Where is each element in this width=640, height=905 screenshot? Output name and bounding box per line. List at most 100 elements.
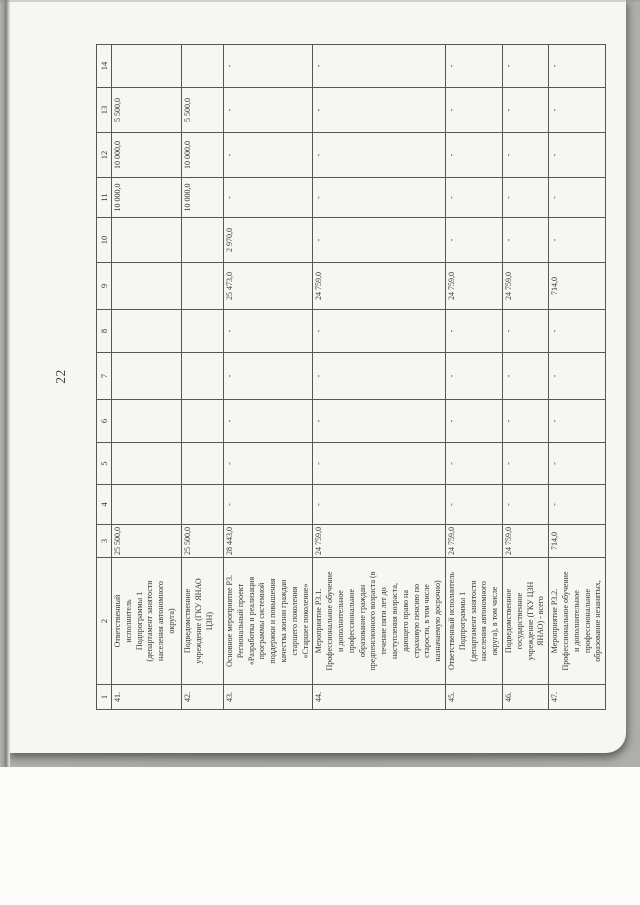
column-number-cell: 5: [96, 442, 112, 485]
value-cell: -: [312, 484, 446, 525]
value-cell: -: [548, 442, 606, 485]
value-cell: -: [312, 309, 446, 353]
value-cell: -: [223, 442, 313, 485]
value-cell: -: [502, 44, 549, 88]
value-cell: 2 970,0: [223, 217, 313, 263]
value-cell: 25 500,0: [181, 524, 224, 558]
value-cell: -: [312, 44, 446, 88]
value-cell: [111, 442, 182, 485]
readable-content: 22 1 2 3 4 5 6 7 8 9 10 11 12 13 14 41. Ответственный и…: [9, 0, 626, 753]
value-cell: [181, 399, 224, 443]
table-body: 1 2 3 4 5 6 7 8 9 10 11 12 13 14 41. Ответственный испо…: [96, 44, 606, 710]
page-number: 22: [53, 369, 68, 384]
value-cell: 10 000,0: [181, 177, 224, 218]
value-cell: -: [445, 399, 503, 443]
value-cell: [181, 442, 224, 485]
value-cell: 10 000,0: [181, 132, 224, 178]
value-cell: 24 759,0: [445, 524, 503, 558]
value-cell: [181, 484, 224, 525]
value-cell: -: [223, 44, 313, 88]
value-cell: -: [445, 87, 503, 133]
value-cell: -: [502, 87, 549, 133]
row-number-cell: 42.: [181, 684, 224, 710]
table-row: 44. Мероприятие Р3.1. Профессиональное об…: [312, 44, 446, 710]
paper-sheet: [9, 0, 626, 753]
value-cell: -: [502, 352, 549, 400]
column-number-cell: 8: [96, 309, 112, 353]
value-cell: 24 759,0: [502, 524, 549, 558]
column-number-cell: 12: [96, 132, 112, 178]
table-row: 43. Основное мероприятие Р3. Региональный…: [223, 44, 313, 710]
value-cell: -: [223, 132, 313, 178]
value-cell: -: [445, 484, 503, 525]
column-number-cell: 7: [96, 352, 112, 400]
value-cell: -: [312, 442, 446, 485]
value-cell: -: [548, 132, 606, 178]
column-number-cell: 1: [96, 684, 112, 710]
row-description-cell: Ответственный исполнитель Подпрограммы 1…: [445, 557, 503, 685]
value-cell: [111, 352, 182, 400]
column-number-cell: 13: [96, 87, 112, 133]
row-number-cell: 41.: [111, 684, 182, 710]
value-cell: [111, 399, 182, 443]
value-cell: -: [312, 177, 446, 218]
value-cell: -: [223, 484, 313, 525]
value-cell: -: [445, 352, 503, 400]
column-number-cell: 6: [96, 399, 112, 443]
value-cell: [181, 262, 224, 310]
value-cell: -: [445, 44, 503, 88]
value-cell: [181, 309, 224, 353]
value-cell: -: [445, 442, 503, 485]
value-cell: -: [502, 132, 549, 178]
value-cell: 10 000,0: [111, 132, 182, 178]
value-cell: 25 500,0: [111, 524, 182, 558]
value-cell: -: [502, 442, 549, 485]
header-row: 1 2 3 4 5 6 7 8 9 10 11 12 13 14: [96, 44, 112, 710]
value-cell: -: [445, 309, 503, 353]
row-description-cell: Мероприятие Р3.2. Профессиональное обуче…: [548, 557, 606, 685]
row-description-cell: Основное мероприятие Р3. Региональный пр…: [223, 557, 313, 685]
value-cell: -: [548, 352, 606, 400]
value-cell: [111, 44, 182, 88]
value-cell: 28 443,0: [223, 524, 313, 558]
value-cell: -: [502, 484, 549, 525]
value-cell: 25 473,0: [223, 262, 313, 310]
value-cell: -: [502, 217, 549, 263]
value-cell: [111, 484, 182, 525]
column-number-cell: 14: [96, 44, 112, 88]
value-cell: -: [502, 309, 549, 353]
value-cell: -: [223, 399, 313, 443]
value-cell: [181, 352, 224, 400]
value-cell: -: [548, 44, 606, 88]
value-cell: 714,0: [548, 524, 606, 558]
value-cell: -: [548, 177, 606, 218]
table-row: 45. Ответственный исполнитель Подпрограмм…: [445, 44, 503, 710]
value-cell: [111, 217, 182, 263]
value-cell: [181, 217, 224, 263]
value-cell: -: [548, 217, 606, 263]
row-description-cell: Мероприятие Р3.1. Профессиональное обуче…: [312, 557, 446, 685]
value-cell: -: [445, 217, 503, 263]
value-cell: -: [312, 87, 446, 133]
value-cell: -: [223, 177, 313, 218]
value-cell: -: [445, 177, 503, 218]
page-edge-top-shadow: [0, 0, 640, 2]
value-cell: 24 759,0: [502, 262, 549, 310]
value-cell: 5 500,0: [111, 87, 182, 133]
value-cell: -: [548, 87, 606, 133]
table-row: 47. Мероприятие Р3.2. Профессиональное об…: [548, 44, 606, 710]
value-cell: -: [502, 177, 549, 218]
table-row: 46. Подведомственное государственное учре…: [502, 44, 549, 710]
value-cell: -: [445, 132, 503, 178]
row-description-cell: Подведомственное учреждение (ГКУ ЯНАО ЦЗ…: [181, 557, 224, 685]
value-cell: [111, 309, 182, 353]
table-row: 42. Подведомственное учреждение (ГКУ ЯНАО…: [181, 44, 224, 710]
value-cell: 5 500,0: [181, 87, 224, 133]
row-number-cell: 45.: [445, 684, 503, 710]
value-cell: -: [548, 399, 606, 443]
value-cell: -: [502, 399, 549, 443]
value-cell: 10 000,0: [111, 177, 182, 218]
column-number-cell: 9: [96, 262, 112, 310]
value-cell: -: [312, 399, 446, 443]
